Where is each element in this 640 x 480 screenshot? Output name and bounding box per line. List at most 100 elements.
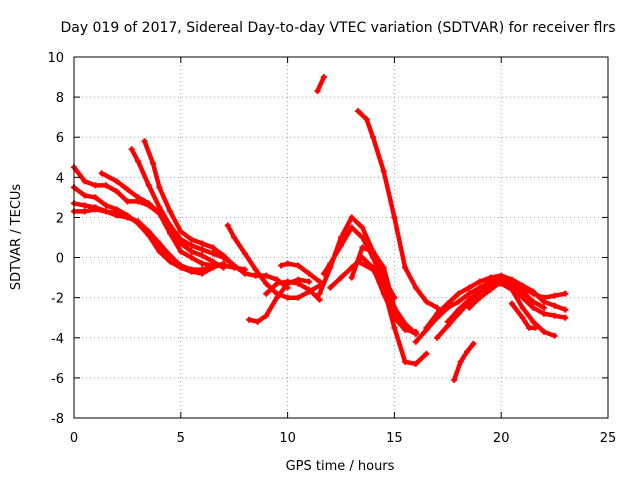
x-tick-label: 15 bbox=[386, 431, 403, 446]
data-point bbox=[295, 294, 302, 301]
data-point bbox=[81, 202, 88, 209]
data-point bbox=[540, 310, 547, 317]
y-tick-label: 10 bbox=[47, 51, 64, 66]
data-point bbox=[551, 292, 558, 299]
data-point bbox=[188, 266, 195, 273]
data-point bbox=[284, 260, 291, 267]
data-point bbox=[359, 224, 366, 231]
x-tick-label: 20 bbox=[493, 431, 510, 446]
series-arc-24 bbox=[451, 341, 476, 383]
data-point bbox=[320, 74, 327, 81]
data-point bbox=[128, 146, 135, 153]
data-point bbox=[412, 338, 419, 345]
data-point bbox=[156, 242, 163, 249]
data-point bbox=[402, 326, 409, 333]
data-point bbox=[252, 266, 259, 273]
data-point bbox=[466, 284, 473, 291]
data-point bbox=[562, 306, 569, 313]
data-point bbox=[113, 188, 120, 195]
data-point bbox=[370, 266, 377, 273]
data-point bbox=[113, 212, 120, 219]
data-point bbox=[124, 198, 131, 205]
data-point bbox=[145, 182, 152, 189]
series-arc-10 bbox=[263, 279, 322, 302]
data-point bbox=[254, 318, 261, 325]
data-point bbox=[199, 266, 206, 273]
data-point bbox=[167, 252, 174, 259]
data-point bbox=[177, 264, 184, 271]
data-point bbox=[92, 182, 99, 189]
x-tick-label: 25 bbox=[600, 431, 617, 446]
data-point bbox=[551, 302, 558, 309]
chart-title: Day 019 of 2017, Sidereal Day-to-day VTE… bbox=[60, 20, 615, 36]
data-point bbox=[444, 318, 451, 325]
data-point bbox=[156, 184, 163, 191]
data-point bbox=[92, 194, 99, 201]
series-arc-20 bbox=[424, 273, 568, 331]
data-point bbox=[363, 116, 370, 123]
data-point bbox=[551, 332, 558, 339]
data-point bbox=[540, 328, 547, 335]
data-point bbox=[530, 298, 537, 305]
data-point bbox=[348, 274, 355, 281]
data-point bbox=[81, 208, 88, 215]
series-arc-6 bbox=[129, 147, 237, 268]
y-tick-label: -6 bbox=[51, 372, 64, 387]
data-point bbox=[466, 296, 473, 303]
data-point bbox=[199, 260, 206, 267]
data-point bbox=[540, 298, 547, 305]
data-point bbox=[455, 306, 462, 313]
data-point bbox=[263, 290, 270, 297]
x-tick-label: 10 bbox=[279, 431, 296, 446]
y-tick-label: -4 bbox=[51, 332, 64, 347]
data-point bbox=[305, 286, 312, 293]
data-point bbox=[98, 170, 105, 177]
data-point bbox=[487, 286, 494, 293]
data-point bbox=[135, 194, 142, 201]
y-tick-label: 4 bbox=[56, 171, 64, 186]
series-arc-12 bbox=[315, 74, 327, 94]
data-point bbox=[338, 274, 344, 281]
data-point bbox=[519, 282, 526, 289]
data-point bbox=[412, 330, 419, 337]
data-point bbox=[81, 192, 88, 199]
data-point bbox=[177, 236, 184, 243]
data-point bbox=[476, 288, 483, 295]
data-point bbox=[167, 258, 174, 265]
data-point bbox=[551, 312, 558, 319]
data-point bbox=[188, 248, 195, 255]
data-point bbox=[455, 290, 462, 297]
data-point bbox=[305, 270, 312, 277]
data-point bbox=[305, 278, 312, 285]
data-point bbox=[391, 304, 398, 311]
data-point bbox=[412, 360, 419, 367]
data-point bbox=[241, 250, 248, 257]
data-point bbox=[466, 290, 473, 297]
data-point bbox=[103, 182, 110, 189]
data-point bbox=[156, 204, 163, 211]
data-point bbox=[423, 350, 430, 357]
data-point bbox=[466, 304, 473, 311]
data-point bbox=[145, 230, 152, 237]
data-point bbox=[263, 280, 270, 287]
data-point bbox=[423, 324, 430, 331]
data-point bbox=[359, 244, 366, 251]
data-point bbox=[525, 324, 532, 331]
data-point bbox=[530, 318, 537, 325]
data-point bbox=[519, 288, 526, 295]
data-point bbox=[92, 206, 99, 213]
data-point bbox=[338, 242, 344, 249]
data-point bbox=[402, 320, 409, 327]
data-point bbox=[224, 222, 231, 229]
data-point bbox=[188, 242, 195, 249]
data-point bbox=[423, 298, 430, 305]
data-point bbox=[263, 272, 270, 279]
data-point bbox=[284, 294, 291, 301]
data-point bbox=[241, 270, 248, 277]
data-point bbox=[434, 334, 441, 341]
data-point bbox=[444, 300, 451, 307]
plot-frame bbox=[73, 56, 609, 419]
data-point bbox=[316, 290, 323, 297]
data-point bbox=[135, 218, 142, 225]
